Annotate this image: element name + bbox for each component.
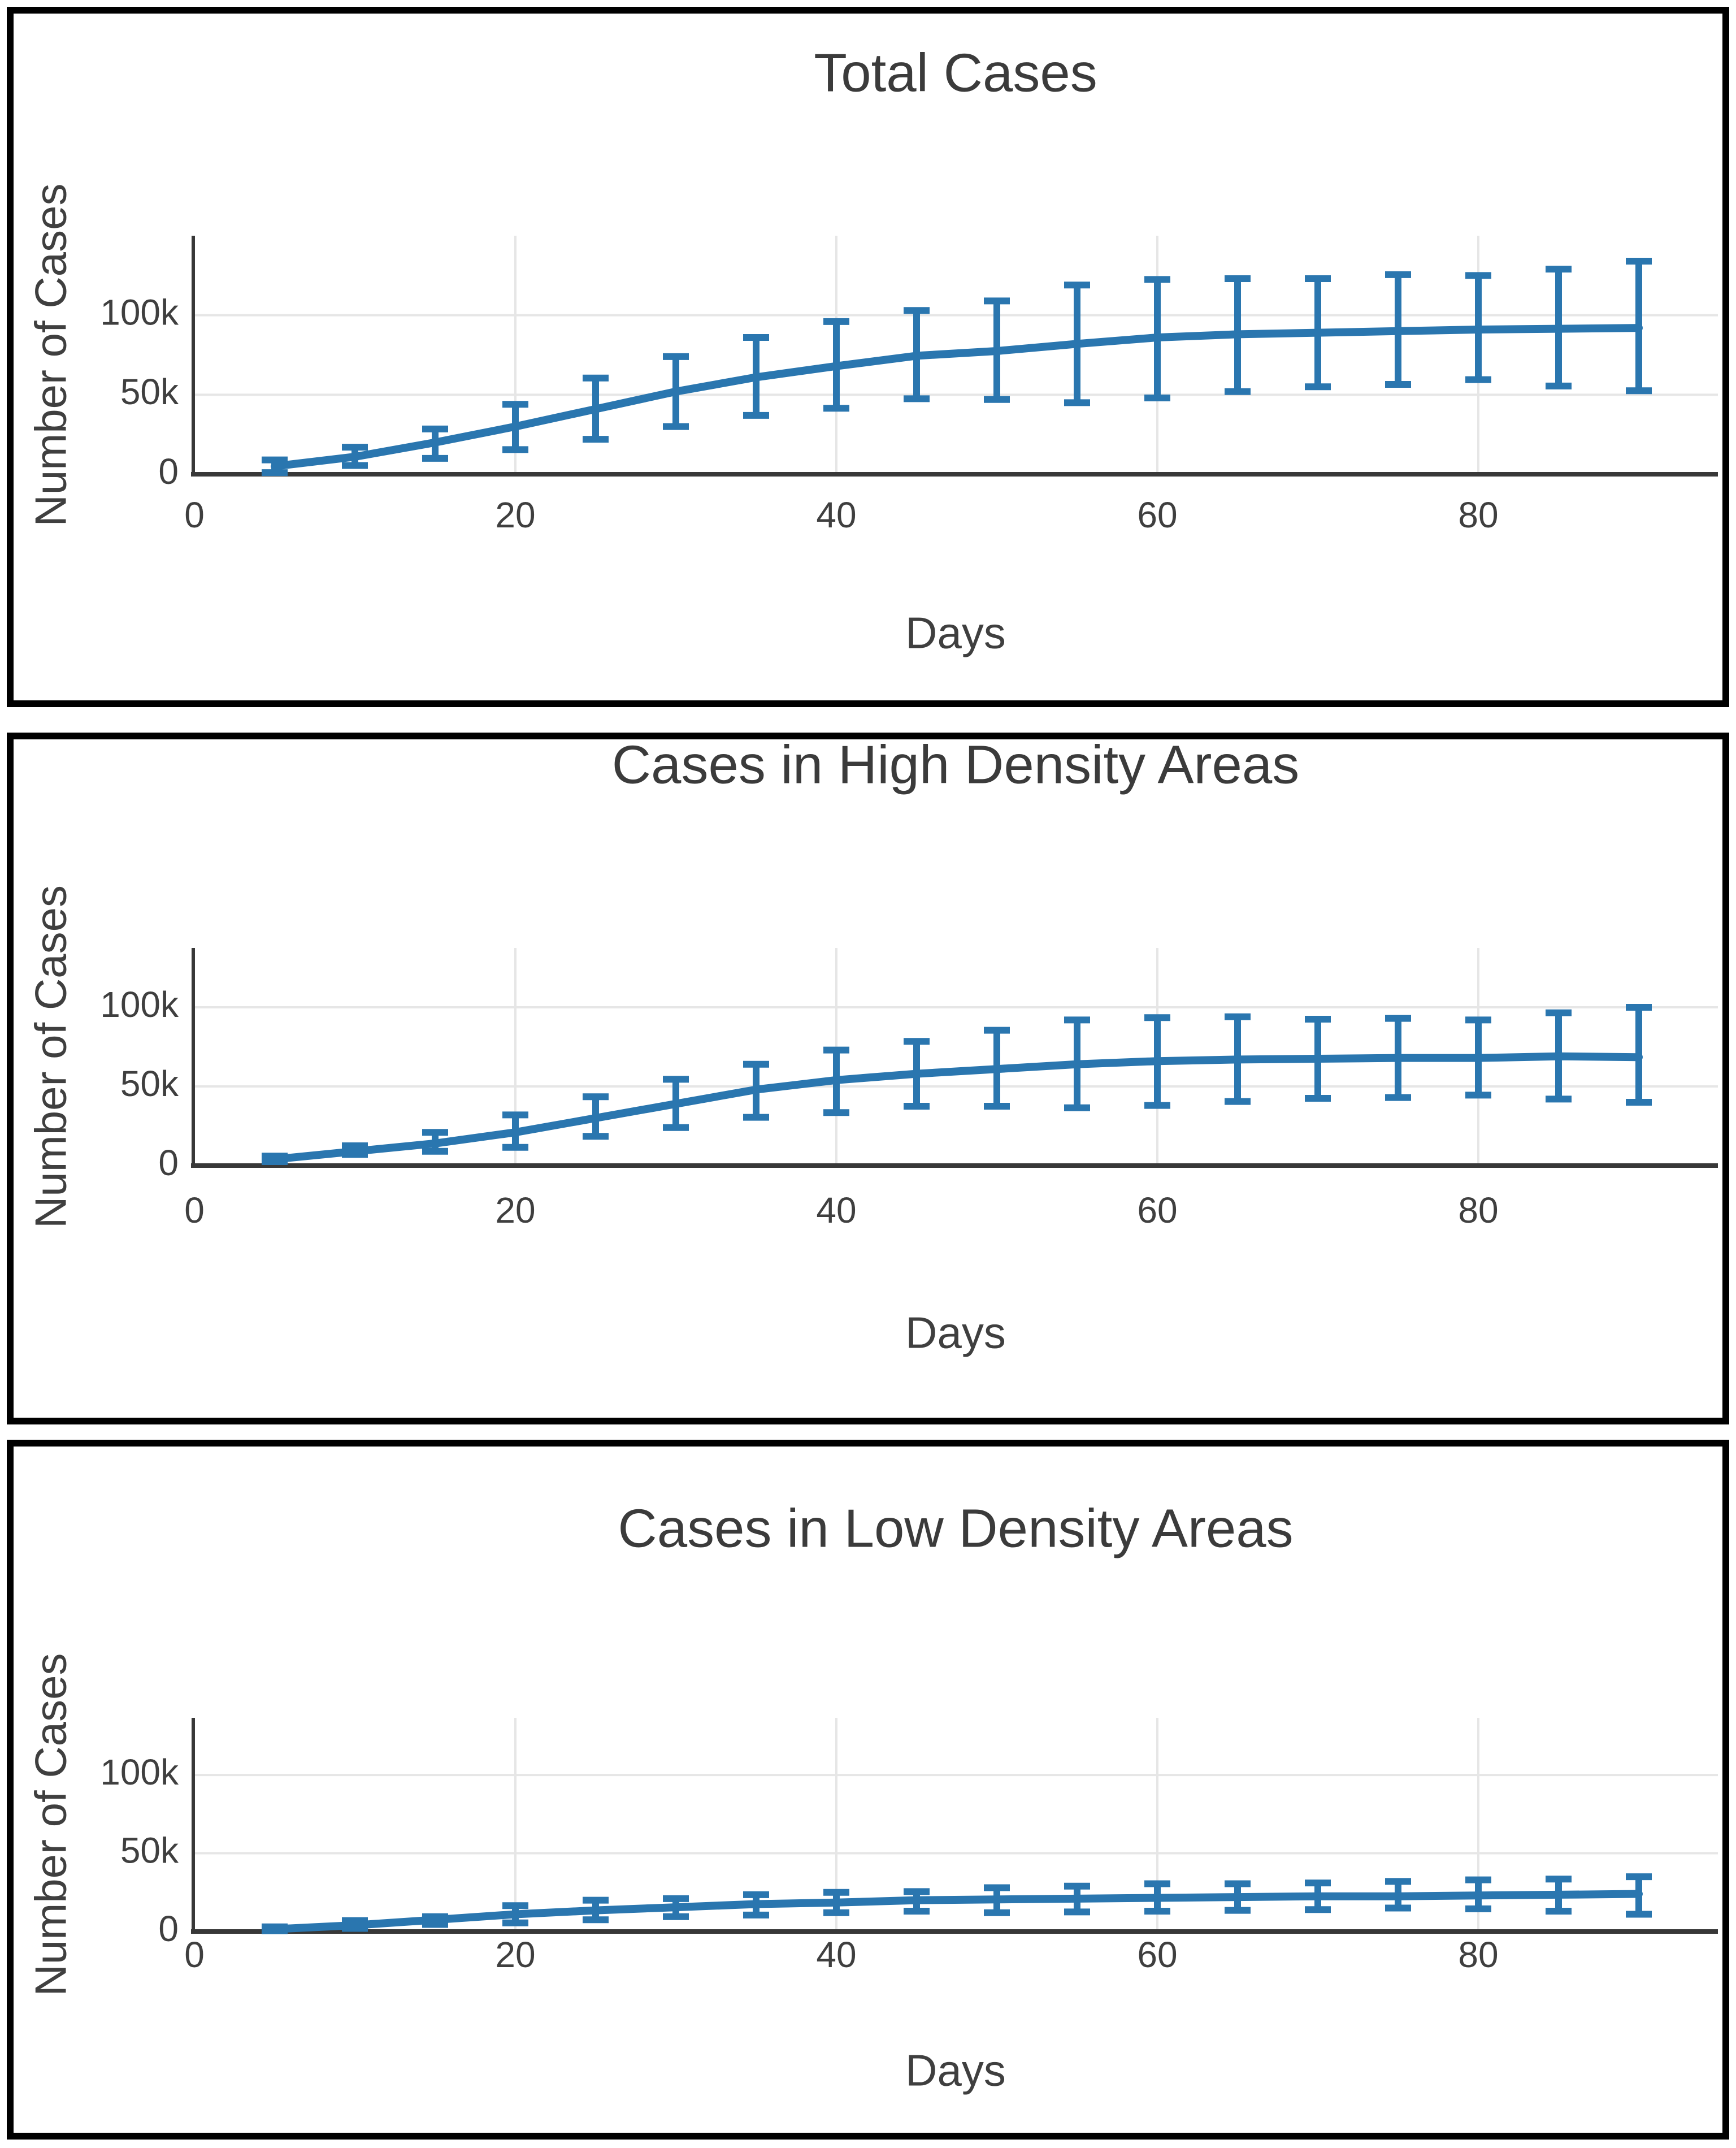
y-axis-title: Number of Cases: [26, 1653, 76, 1997]
x-tick-label: 0: [184, 495, 205, 535]
x-tick-label: 60: [1137, 1934, 1177, 1975]
x-tick-label: 0: [184, 1934, 205, 1975]
y-tick-label: 0: [158, 1142, 179, 1183]
x-tick-label: 80: [1458, 1190, 1498, 1231]
x-tick-label: 60: [1137, 495, 1177, 535]
chart-svg: Total Cases 0 20 40 60 80 0 50k 100k Days Number o…: [26, 42, 1718, 658]
chart-svg: Cases in High Density Areas 0 20 40 60 80 0 50k…: [26, 739, 1718, 1358]
y-tick-label: 50k: [120, 1830, 179, 1870]
chart-title: Total Cases: [814, 42, 1097, 103]
x-tick-label: 40: [816, 495, 856, 535]
x-tick-label: 20: [495, 495, 535, 535]
chart-title: Cases in High Density Areas: [612, 739, 1300, 795]
x-axis-title: Days: [905, 2046, 1006, 2095]
y-tick-label: 0: [158, 1908, 179, 1949]
y-axis-title: Number of Cases: [26, 885, 76, 1228]
chart-svg: Cases in Low Density Areas 0 20 40 60 80 0 50k 1…: [26, 1498, 1718, 2095]
y-tick-label: 50k: [120, 1063, 179, 1104]
data-series-line: [271, 1052, 1643, 1163]
data-series-line: [271, 1890, 1643, 1933]
x-tick-label: 0: [184, 1190, 205, 1231]
y-tick-label: 50k: [120, 371, 179, 412]
y-tick-label: 0: [158, 451, 179, 492]
y-axis-title: Number of Cases: [26, 184, 76, 527]
x-tick-label: 80: [1458, 1934, 1498, 1975]
x-tick-label: 20: [495, 1934, 535, 1975]
chart-panel-low-density: Cases in Low Density Areas 0 20 40 60 80 0 50k 1…: [7, 1440, 1729, 2140]
chart-panel-total-cases: Total Cases 0 20 40 60 80 0 50k 100k Days Number o…: [7, 7, 1729, 707]
x-axis-title: Days: [905, 1308, 1006, 1358]
chart-title: Cases in Low Density Areas: [618, 1498, 1293, 1558]
x-tick-label: 40: [816, 1934, 856, 1975]
chart-panel-high-density: Cases in High Density Areas 0 20 40 60 80 0 50k…: [7, 733, 1729, 1424]
y-tick-label: 100k: [100, 1752, 179, 1792]
y-tick-label: 100k: [100, 984, 179, 1025]
x-tick-label: 40: [816, 1190, 856, 1231]
x-axis-title: Days: [905, 608, 1006, 658]
y-tick-label: 100k: [100, 292, 179, 333]
data-series-line: [271, 324, 1643, 470]
x-tick-label: 20: [495, 1190, 535, 1231]
x-tick-label: 60: [1137, 1190, 1177, 1231]
x-tick-label: 80: [1458, 495, 1498, 535]
